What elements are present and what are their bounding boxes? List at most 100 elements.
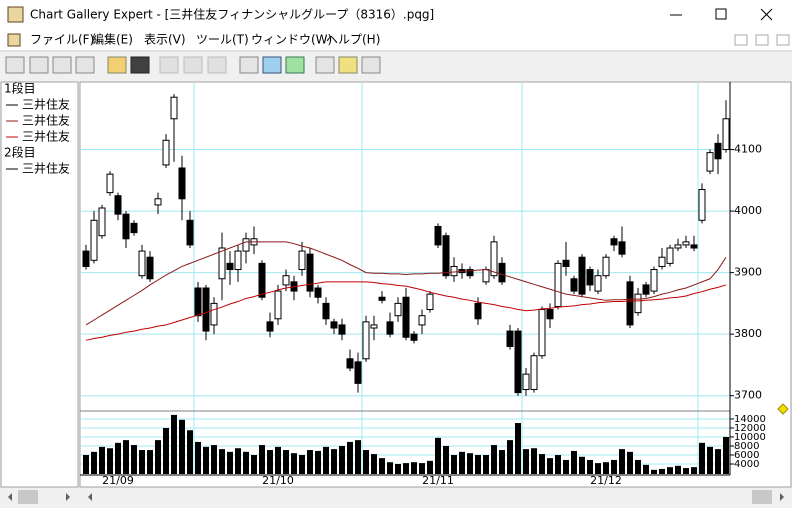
- candle-body: [346, 358, 354, 369]
- volume-bar: [379, 458, 385, 474]
- candle-body: [578, 256, 586, 295]
- tool-button[interactable]: [5, 56, 25, 74]
- volume-bar: [683, 468, 689, 474]
- volume-bar: [651, 469, 657, 474]
- marker: [777, 403, 789, 415]
- volume-bar: [163, 427, 169, 474]
- volume-bar: [419, 463, 425, 474]
- mdi-close[interactable]: [776, 34, 790, 46]
- scroll-left[interactable]: [88, 493, 92, 501]
- volume-bar: [531, 448, 537, 474]
- tool-button[interactable]: [29, 56, 49, 74]
- candle-body: [402, 296, 410, 338]
- candle-body: [138, 250, 146, 277]
- volume-bar: [275, 446, 281, 474]
- candle-body: [218, 247, 226, 280]
- scroll-right[interactable]: [66, 493, 70, 501]
- scroll-left[interactable]: [8, 493, 12, 501]
- volume-bar: [99, 446, 105, 474]
- candle-body: [586, 269, 594, 286]
- volume-bar: [427, 460, 433, 474]
- volume-bar: [643, 464, 649, 474]
- candle-body: [618, 241, 626, 255]
- candle-body: [370, 324, 378, 329]
- x-tick-label: 21/11: [422, 474, 454, 487]
- y-tick-label: 14000: [734, 414, 766, 425]
- volume-bar: [115, 442, 121, 474]
- volume-bar: [347, 441, 353, 474]
- candle-body: [602, 256, 610, 277]
- scrollbar[interactable]: [80, 488, 792, 506]
- candle-body: [570, 278, 578, 292]
- candle-body: [474, 302, 482, 320]
- candle-body: [298, 250, 306, 271]
- toolbar: [5, 56, 381, 74]
- menu-item[interactable]: ウィンドウ(W): [251, 33, 332, 47]
- volume-bar: [147, 450, 153, 474]
- candle-body: [178, 167, 186, 200]
- tool-button[interactable]: [75, 56, 95, 74]
- candle-body: [714, 142, 722, 160]
- tool-button[interactable]: [315, 56, 335, 74]
- candle-body: [330, 321, 338, 329]
- candle-body: [362, 321, 370, 360]
- candle-body: [690, 244, 698, 249]
- candle-body: [354, 361, 362, 384]
- y-tick-label: 4000: [734, 459, 759, 470]
- candle-body: [338, 324, 346, 335]
- tool-button[interactable]: [107, 56, 127, 74]
- volume-bar: [283, 450, 289, 474]
- candle-body: [274, 290, 282, 320]
- volume-bar: [291, 453, 297, 474]
- tool-button[interactable]: [262, 56, 282, 74]
- y-tick-label: 12000: [734, 423, 766, 434]
- tool-button[interactable]: [130, 56, 150, 74]
- candle-body: [106, 173, 114, 194]
- scroll-thumb[interactable]: [18, 490, 38, 504]
- mdi-restore[interactable]: [755, 34, 769, 46]
- volume-bar: [539, 454, 545, 474]
- candle-body: [626, 281, 634, 326]
- tool-button[interactable]: [207, 56, 227, 74]
- tool-button[interactable]: [338, 56, 358, 74]
- volume-bar: [323, 446, 329, 474]
- menu-item[interactable]: ツール(T): [196, 33, 249, 47]
- candle-body: [490, 241, 498, 277]
- menu-item[interactable]: 編集(E): [92, 32, 133, 47]
- candle-body: [482, 269, 490, 283]
- candle-body: [170, 96, 178, 120]
- tool-button[interactable]: [361, 56, 381, 74]
- close-button[interactable]: [760, 8, 773, 21]
- volume-bar: [507, 440, 513, 474]
- volume-bar: [155, 440, 161, 474]
- menu-item[interactable]: 表示(V): [144, 33, 186, 47]
- volume-bar: [475, 454, 481, 474]
- tool-button[interactable]: [239, 56, 259, 74]
- candle-body: [418, 315, 426, 326]
- volume-bar: [371, 454, 377, 474]
- tool-button[interactable]: [285, 56, 305, 74]
- candle-body: [562, 259, 570, 267]
- menu-item[interactable]: ファイル(F): [30, 33, 94, 47]
- maximize-button[interactable]: [715, 8, 727, 20]
- volume-bar: [723, 436, 729, 474]
- scroll-right[interactable]: [780, 493, 784, 501]
- menu-bar: [0, 30, 792, 50]
- candle-body: [322, 302, 330, 320]
- menu-item[interactable]: ヘルプ(H): [326, 33, 380, 47]
- volume-bar: [299, 454, 305, 474]
- tool-button[interactable]: [159, 56, 179, 74]
- scroll-thumb[interactable]: [752, 490, 772, 504]
- x-tick-label: 21/10: [262, 474, 294, 487]
- tool-button[interactable]: [183, 56, 203, 74]
- y-tick-label: 10000: [734, 432, 766, 443]
- candle-body: [610, 238, 618, 246]
- volume-bar: [219, 449, 225, 474]
- candle-body: [306, 253, 314, 292]
- volume-bar: [331, 449, 337, 474]
- tool-button[interactable]: [52, 56, 72, 74]
- candle-body: [530, 355, 538, 391]
- mdi-minimize[interactable]: [734, 34, 748, 46]
- legend-pane: [0, 81, 79, 488]
- candle-body: [658, 256, 666, 267]
